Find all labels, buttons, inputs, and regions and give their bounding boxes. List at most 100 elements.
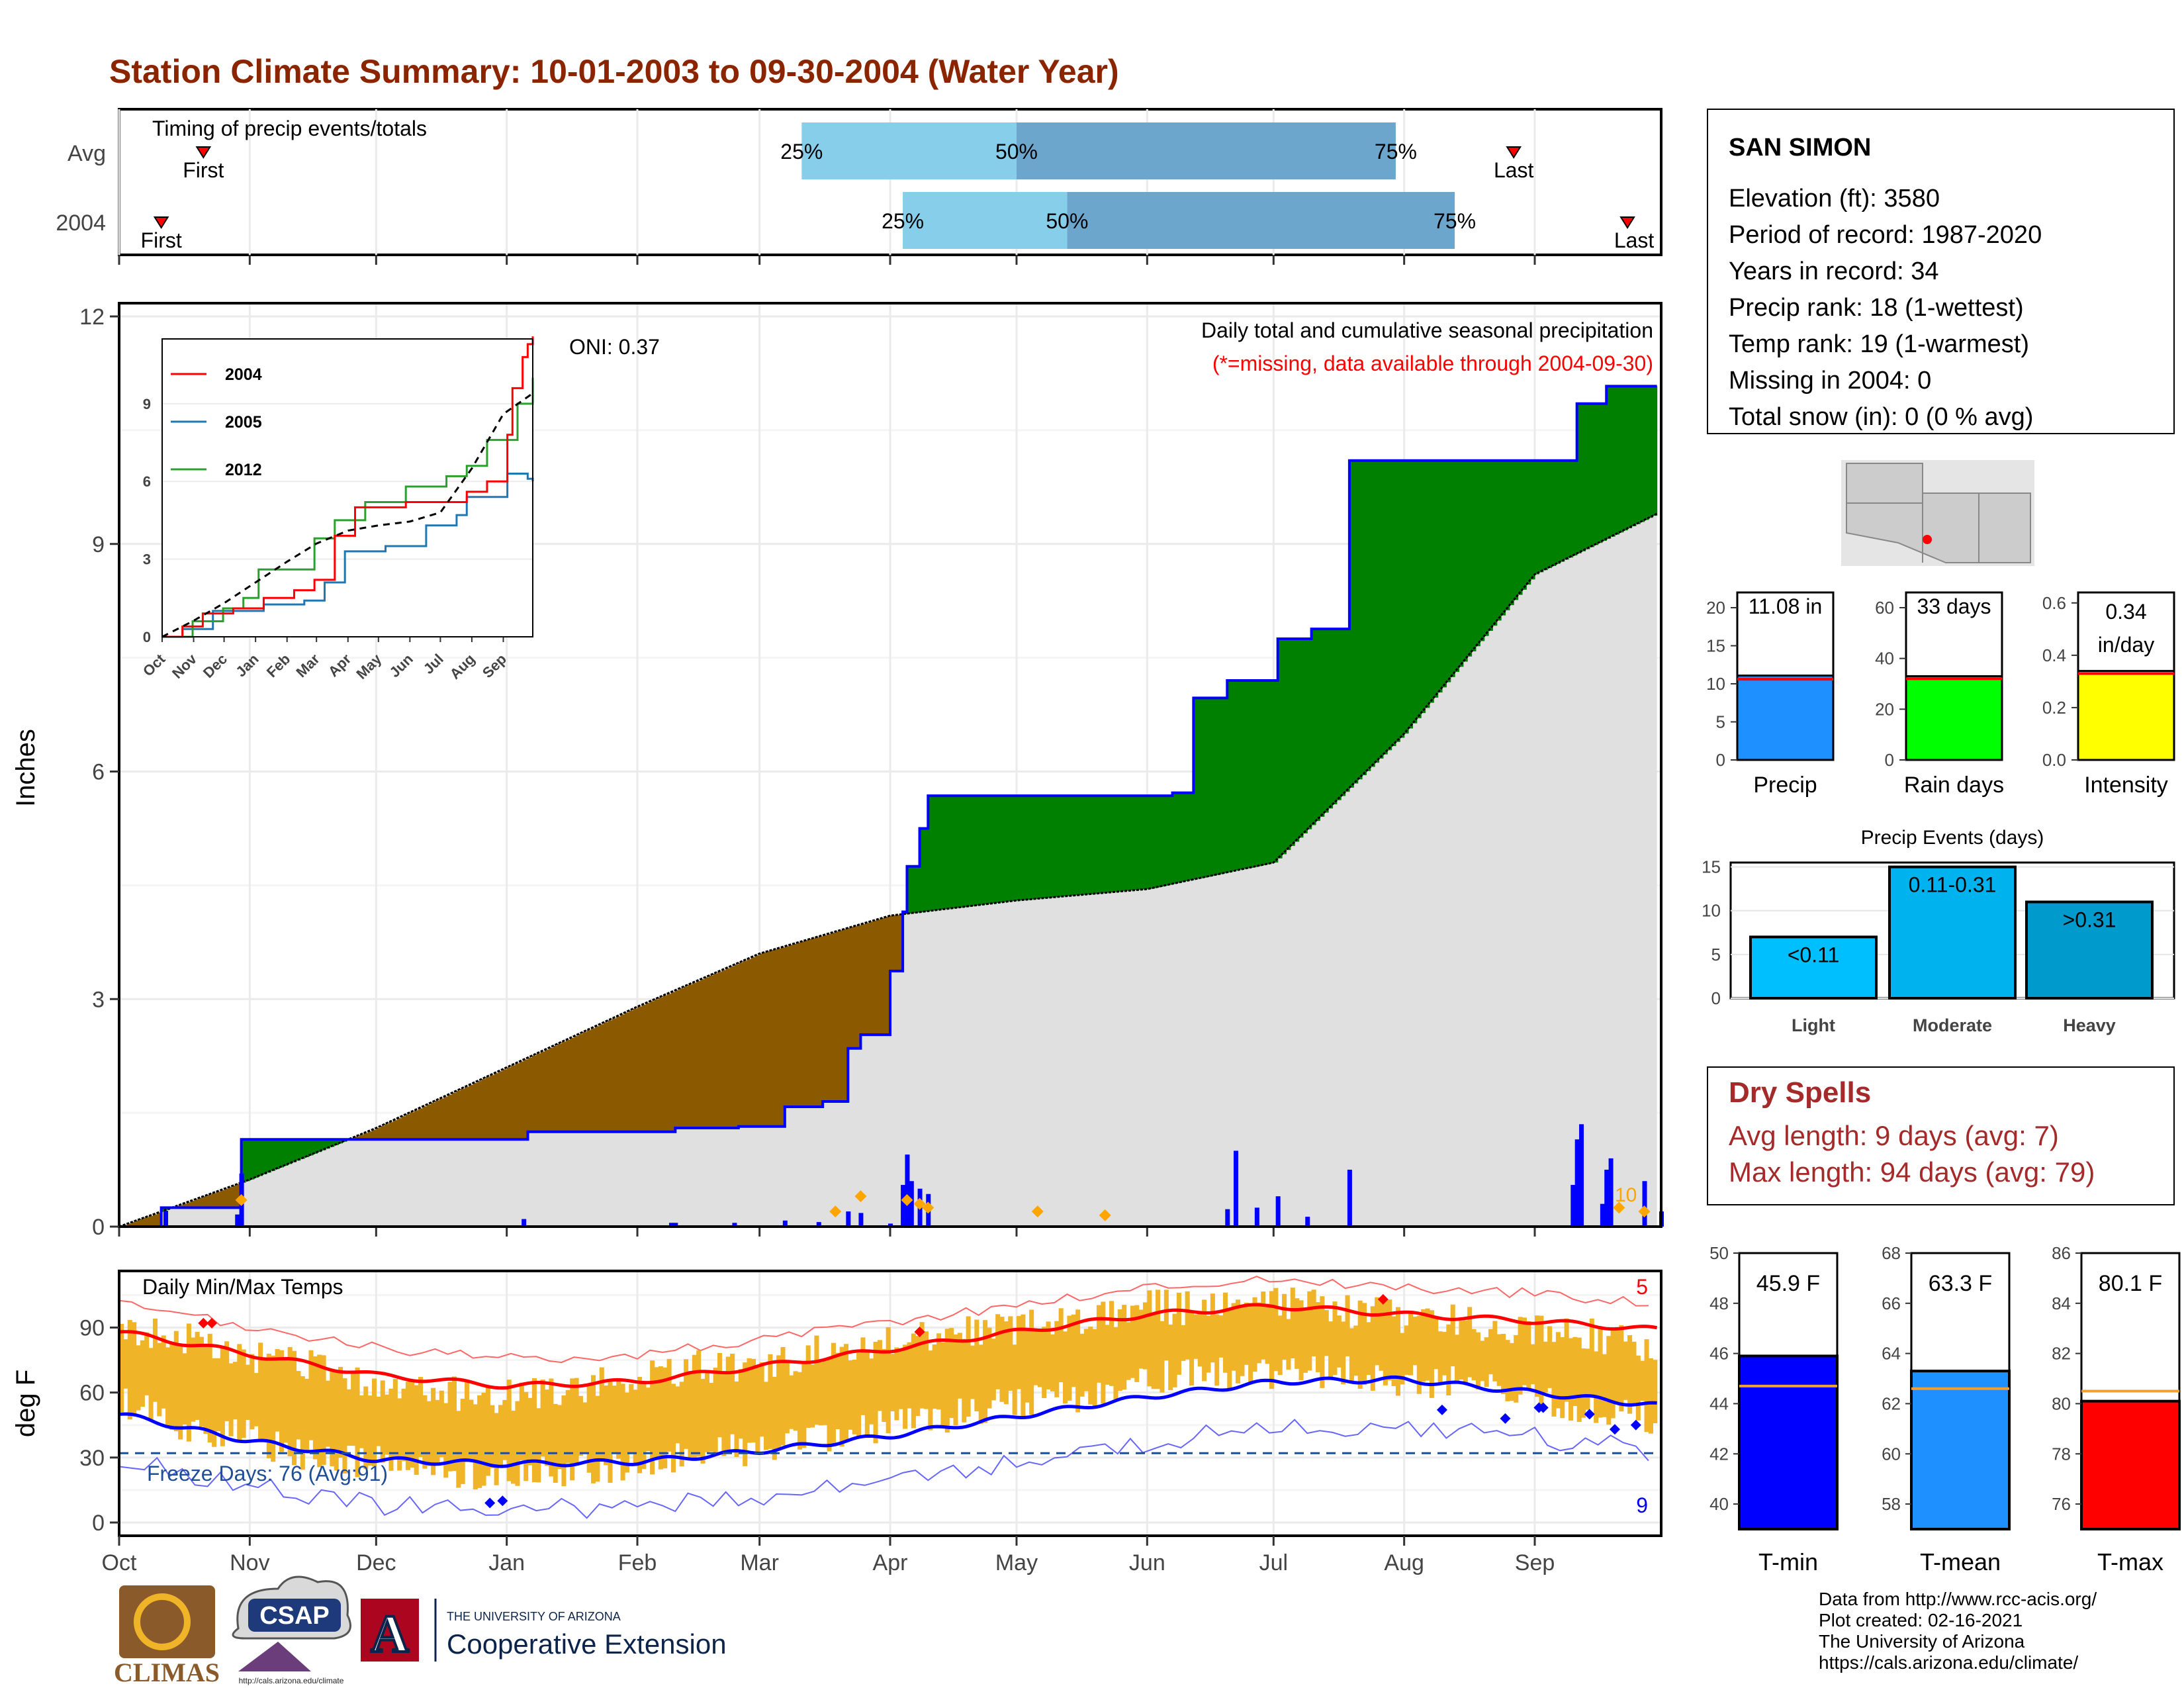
timing-2004-75-label: 75% [1433, 209, 1476, 233]
surplus-slice [1122, 796, 1127, 892]
deficit-slice [839, 930, 844, 1102]
daily-temp-range-bar [165, 1347, 171, 1429]
deficit-slice [132, 1222, 137, 1227]
csap-badge [248, 1599, 341, 1632]
daily-temp-range-bar [1147, 1290, 1152, 1387]
surplus-slice [1079, 796, 1085, 895]
summary-bar-tick-1-1: 20 [1875, 699, 1894, 719]
temp-bar-tick-1-4: 66 [1882, 1293, 1901, 1313]
daily-precip-marker-4 [922, 1201, 934, 1214]
events-ytick-5: 5 [1711, 945, 1721, 964]
surplus-slice [1492, 460, 1498, 626]
deficit-slice [557, 1043, 563, 1132]
daily-temp-range-bar [477, 1395, 482, 1488]
surplus-slice [1244, 680, 1249, 869]
surplus-slice [1551, 460, 1557, 566]
deficit-slice [363, 1133, 369, 1140]
daily-precip-bar-3 [522, 1219, 527, 1227]
daily-temp-range-bar [1113, 1327, 1118, 1399]
daily-temp-range-bar [1535, 1315, 1540, 1397]
surplus-slice [1379, 460, 1384, 759]
daily-temp-range-bar [848, 1360, 853, 1430]
daily-temp-range-bar [1505, 1340, 1510, 1401]
daily-temp-range-bar [490, 1405, 495, 1468]
daily-temp-range-bar [557, 1405, 563, 1470]
ua-logo-big-text: Cooperative Extension [447, 1628, 727, 1660]
deficit-slice [776, 949, 782, 1127]
daily-precip-marker-2 [901, 1194, 913, 1206]
daily-temp-range-bar [1261, 1291, 1266, 1360]
daily-temp-range-bar [1046, 1321, 1051, 1389]
station-line-elevation: Elevation (ft): 3580 [1729, 185, 1940, 212]
deficit-slice [431, 1102, 436, 1140]
daily-temp-range-bar [789, 1375, 794, 1429]
daily-temp-range-bar [498, 1405, 504, 1467]
deficit-slice [376, 1128, 381, 1140]
daily-temp-range-bar [178, 1345, 183, 1440]
deficit-slice [654, 999, 659, 1132]
station-location-dot [1923, 535, 1932, 544]
daily-precip-bar-13 [905, 1154, 910, 1227]
daily-precip-bar-28 [1608, 1158, 1614, 1227]
daily-temp-range-bar [1635, 1355, 1641, 1421]
daily-temp-range-bar [1572, 1336, 1578, 1407]
daily-temp-range-bar [1101, 1301, 1106, 1404]
daily-temp-range-bar [148, 1348, 154, 1421]
daily-precip-bar-12 [901, 1184, 906, 1227]
daily-precip-bar-7 [782, 1220, 788, 1227]
daily-precip-bar-21 [1305, 1217, 1310, 1227]
daily-temp-range-bar [173, 1331, 179, 1432]
daily-temp-range-bar [1501, 1333, 1506, 1394]
daily-temp-range-bar [991, 1338, 996, 1401]
deficit-slice [827, 933, 832, 1102]
surplus-slice [1564, 460, 1569, 560]
daily-temp-range-bar [1269, 1291, 1275, 1389]
temp-bar-label-2: T-max [2097, 1548, 2163, 1575]
daily-temp-range-bar [578, 1395, 583, 1456]
deficit-slice [616, 1016, 621, 1132]
daily-temp-range-bar [1585, 1348, 1590, 1410]
record-temp-marker-1 [206, 1317, 218, 1329]
deficit-slice [578, 1034, 583, 1132]
daily-precip-bar-19 [1254, 1207, 1259, 1227]
csap-logo-text: CSAP [259, 1602, 330, 1630]
deficit-slice [877, 919, 882, 1035]
surplus-slice [1375, 460, 1380, 763]
daily-temp-range-bar [1623, 1341, 1628, 1400]
daily-temp-range-bar [974, 1319, 979, 1412]
surplus-slice [283, 1139, 289, 1166]
deficit-slice [759, 953, 764, 1127]
surplus-slice [1505, 460, 1510, 610]
daily-precip-marker-0 [235, 1194, 248, 1206]
surplus-slice [262, 1139, 267, 1174]
daily-precip-marker-5 [1031, 1205, 1044, 1218]
inset-average-line [161, 392, 533, 638]
logos: CLIMAS CSAP http://cals.arizona.edu/clim… [114, 1575, 727, 1687]
daily-temp-range-bar [1404, 1325, 1409, 1375]
daily-temp-range-bar [287, 1346, 293, 1456]
surplus-slice [1395, 460, 1400, 742]
surplus-slice [1576, 403, 1582, 553]
deficit-slice [738, 962, 743, 1127]
deficit-slice [645, 1003, 651, 1132]
timing-avg-75-label: 75% [1375, 140, 1417, 164]
surplus-slice [1286, 638, 1291, 851]
deficit-slice [523, 1059, 529, 1140]
surplus-slice [1269, 680, 1274, 864]
deficit-slice [641, 1004, 647, 1132]
station-info-box: SAN SIMON Elevation (ft): 3580 Period of… [1707, 109, 2175, 434]
surplus-slice [1054, 796, 1060, 898]
surplus-slice [1008, 796, 1013, 902]
daily-temp-range-bar [801, 1361, 807, 1448]
avg-max-temp-line [118, 1303, 1658, 1390]
daily-temp-range-bar [338, 1366, 343, 1458]
record-temp-marker-9 [1537, 1402, 1549, 1413]
surplus-slice [1003, 796, 1009, 902]
summary-bar-tick-0-3: 15 [1706, 636, 1725, 656]
temp-bar-tick-2-4: 84 [2052, 1293, 2071, 1313]
ua-logo: A THE UNIVERSITY OF ARIZONA Cooperative … [361, 1599, 727, 1665]
inset-ytick-3: 3 [143, 551, 151, 568]
daily-temp-range-bar [1568, 1338, 1574, 1421]
surplus-slice [1383, 460, 1388, 755]
daily-temp-range-bar [392, 1379, 398, 1457]
